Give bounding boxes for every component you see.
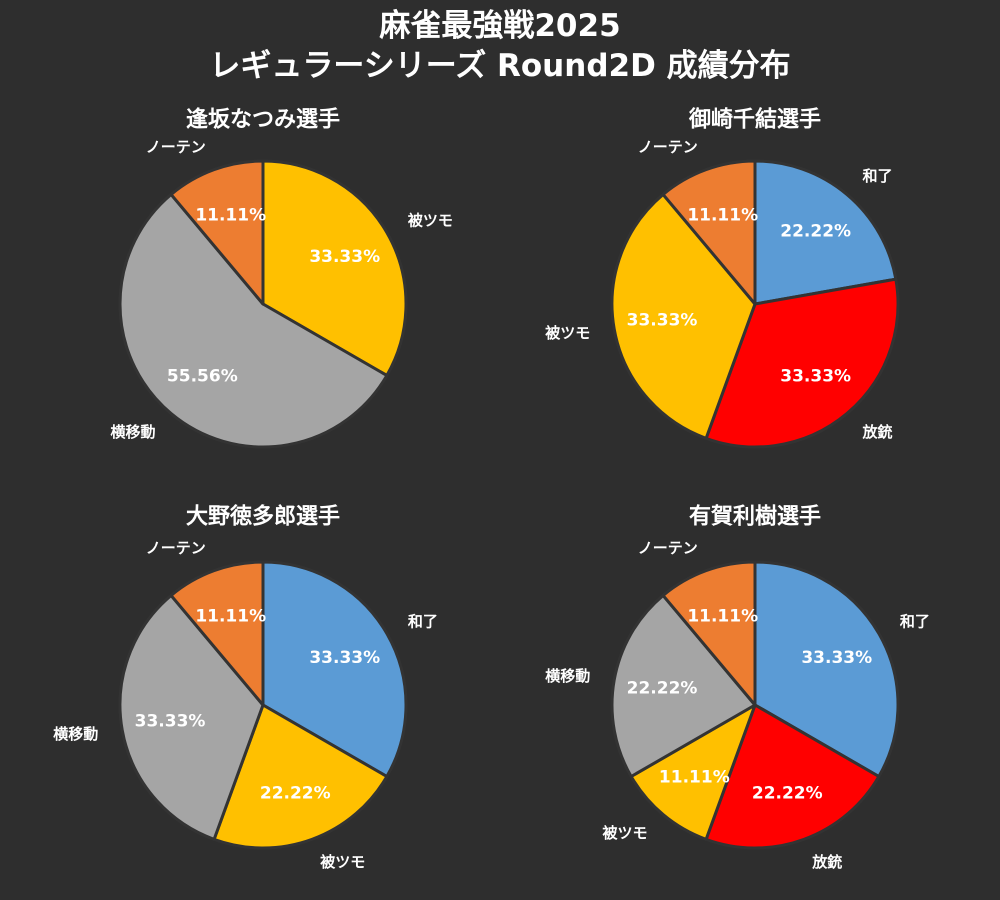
pie-title: 御崎千結選手	[688, 107, 821, 133]
slice-category-label: 横移動	[545, 667, 590, 685]
slice-percent-label: 11.11%	[659, 767, 730, 787]
slice-category-label: 放銃	[811, 853, 842, 871]
pie-slice-e8a2abe38384e383a2	[610, 192, 757, 440]
pie-slice-e3838ee383bce38386e383b3	[661, 560, 757, 707]
slice-category-label: 被ツモ	[602, 824, 647, 842]
pie-slice-e694bee98a83	[704, 703, 881, 850]
pie-slice-e694bee98a83	[704, 277, 900, 449]
slice-category-label: 放銃	[862, 423, 893, 441]
pie-title: 有賀利樹選手	[689, 504, 821, 530]
pie-slice-e6a8aae7a7bbe58b95	[118, 593, 265, 841]
slice-percent-label: 33.33%	[309, 247, 380, 267]
slice-category-label: ノーテン	[146, 138, 206, 156]
slice-percent-label: 33.33%	[627, 310, 698, 330]
pie-slice-e6a8aae7a7bbe58b95	[610, 593, 757, 778]
pie-slice-e3838ee383bce38386e383b3	[169, 560, 265, 707]
slice-category-label: ノーテン	[638, 138, 698, 156]
slice-category-label: ノーテン	[638, 539, 698, 557]
chart-title-line1: 麻雀最強戦2025	[379, 8, 621, 44]
slice-percent-label: 33.33%	[801, 648, 872, 668]
pie-slice-e6a8aae7a7bbe58b95	[118, 192, 389, 449]
slice-percent-label: 55.56%	[167, 366, 238, 386]
chart-title-line2: レギュラーシリーズ Round2D 成績分布	[209, 48, 791, 84]
pie-slice-e8a2abe38384e383a2	[261, 159, 408, 377]
slice-percent-label: 22.22%	[627, 679, 698, 699]
pie-title: 大野徳多郎選手	[186, 504, 340, 530]
slice-percent-label: 33.33%	[309, 648, 380, 668]
pie-title: 逢坂なつみ選手	[186, 107, 340, 133]
slice-category-label: 和了	[408, 612, 438, 630]
slice-percent-label: 22.22%	[780, 222, 851, 242]
slice-category-label: 和了	[863, 167, 893, 185]
pie-slice-e5928ce4ba86	[753, 159, 898, 306]
slice-percent-label: 33.33%	[780, 366, 851, 386]
slice-category-label: ノーテン	[146, 539, 206, 557]
pie-slice-e3838ee383bce38386e383b3	[169, 159, 265, 306]
pie-slice-e3838ee383bce38386e383b3	[661, 159, 757, 306]
slice-category-label: 和了	[900, 612, 930, 630]
slice-percent-label: 22.22%	[260, 784, 331, 804]
slice-percent-label: 33.33%	[135, 711, 206, 731]
slice-percent-label: 22.22%	[752, 784, 823, 804]
pie-slice-e5928ce4ba86	[753, 560, 900, 778]
slice-percent-label: 11.11%	[687, 205, 758, 225]
pie-chart-2: 御崎千結選手 22.22% 和了 33.33% 放銃 33.33% 被ツモ 11.11% ノーテ…	[545, 107, 900, 449]
slice-category-label: 横移動	[53, 725, 98, 743]
slice-percent-label: 11.11%	[195, 205, 266, 225]
pie-chart-3: 大野徳多郎選手 33.33% 和了 22.22% 被ツモ 33.33% 横移動 11.11% ノ…	[53, 504, 438, 872]
pie-chart-4: 有賀利樹選手 33.33% 和了 22.22% 放銃 11.11% 被ツモ 22.22% 横移動…	[545, 504, 930, 872]
pie-slice-e8a2abe38384e383a2	[212, 703, 389, 850]
slice-category-label: 被ツモ	[545, 324, 590, 342]
pie-slice-e5928ce4ba86	[261, 560, 408, 778]
pie-slice-e8a2abe38384e383a2	[629, 703, 757, 841]
slice-percent-label: 11.11%	[195, 606, 266, 626]
slice-category-label: 被ツモ	[320, 853, 365, 871]
slice-percent-label: 11.11%	[687, 606, 758, 626]
slice-category-label: 被ツモ	[408, 211, 453, 229]
pie-chart-1: 逢坂なつみ選手 33.33% 被ツモ 55.56% 横移動 11.11% ノーテン	[110, 107, 453, 449]
slice-category-label: 横移動	[110, 423, 155, 441]
